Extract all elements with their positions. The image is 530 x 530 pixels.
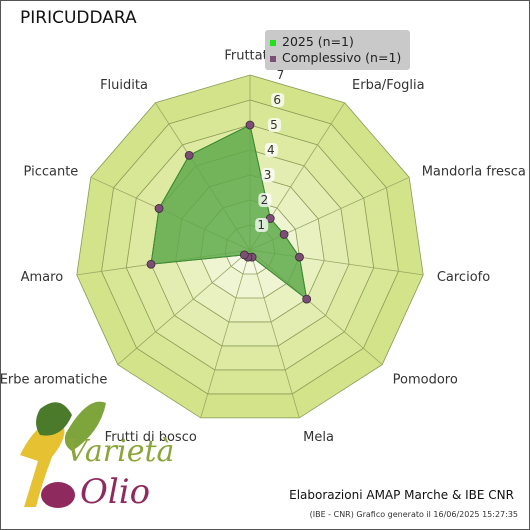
tick-label-2: 2 — [261, 193, 269, 207]
spoke-5 — [249, 249, 300, 419]
tick-label-6: 6 — [273, 93, 281, 107]
credit-text: Elaborazioni AMAP Marche & IBE CNR — [289, 488, 514, 502]
spoke-6 — [200, 249, 251, 419]
generated-text: (IBE - CNR) Grafico generato il 16/06/20… — [309, 510, 518, 519]
tick-bg-5 — [268, 118, 281, 132]
tick-bg-6 — [271, 93, 285, 107]
axis-label-5: Mela — [303, 430, 334, 445]
data-point-10 — [184, 150, 194, 160]
tick-label-5: 5 — [270, 118, 278, 132]
chart-title: PIRICUDDARA — [20, 8, 137, 28]
data-point-4 — [302, 294, 312, 304]
legend-swatch-complessivo — [270, 55, 276, 62]
legend-item-2025: 2025 (n=1) — [270, 34, 354, 49]
data-point-9 — [154, 204, 164, 213]
varieta-olio-logo: Varietà Olio — [20, 401, 174, 512]
radial-tick-labels: 1 2 3 4 5 6 7 — [255, 68, 288, 232]
legend-item-complessivo: Complessivo (n=1) — [270, 50, 401, 65]
radar-series — [146, 120, 312, 304]
axis-label-10: Fluidita — [100, 78, 148, 93]
axis-label-8: Amaro — [21, 270, 64, 285]
legend-label-complessivo: Complessivo (n=1) — [282, 50, 402, 65]
tick-label-7: 7 — [277, 68, 285, 82]
logo-text-top: Varietà — [66, 434, 174, 469]
legend-label-2025: 2025 (n=1) — [282, 34, 354, 49]
data-point-3 — [295, 252, 304, 262]
data-point-1 — [265, 214, 275, 223]
legend: 2025 (n=1) Complessivo (n=1) — [265, 30, 410, 70]
axis-labels: Fruttato Erba/Foglia Mandorla fresca Carcio… — [0, 48, 526, 445]
data-point-8 — [146, 259, 156, 269]
axis-label-3: Carciofo — [437, 270, 490, 285]
tick-bg-4 — [264, 143, 278, 157]
axis-label-6: Frutti di bosco — [105, 430, 197, 445]
spoke-7 — [117, 249, 251, 365]
tick-bg-3 — [261, 168, 275, 182]
tick-bg-2 — [258, 193, 272, 207]
legend-swatch-2025 — [270, 39, 276, 46]
tick-label-3: 3 — [264, 168, 272, 182]
tick-label-1: 1 — [257, 218, 265, 232]
tick-label-4: 4 — [267, 143, 275, 157]
data-point-7 — [239, 250, 249, 260]
tick-bg-7 — [274, 68, 288, 82]
data-point-2 — [279, 230, 289, 239]
tick-bg-1 — [255, 218, 269, 232]
logo-text-bottom: Olio — [80, 472, 150, 512]
axis-label-7: Erbe aromatiche — [0, 373, 107, 388]
axis-label-1: Erba/Foglia — [352, 78, 425, 93]
axis-label-0: Fruttato — [224, 48, 275, 63]
axis-label-4: Pomodoro — [393, 373, 458, 388]
axis-label-9: Piccante — [24, 165, 79, 180]
axis-label-2: Mandorla fresca — [422, 165, 526, 180]
data-point-0 — [245, 120, 255, 130]
